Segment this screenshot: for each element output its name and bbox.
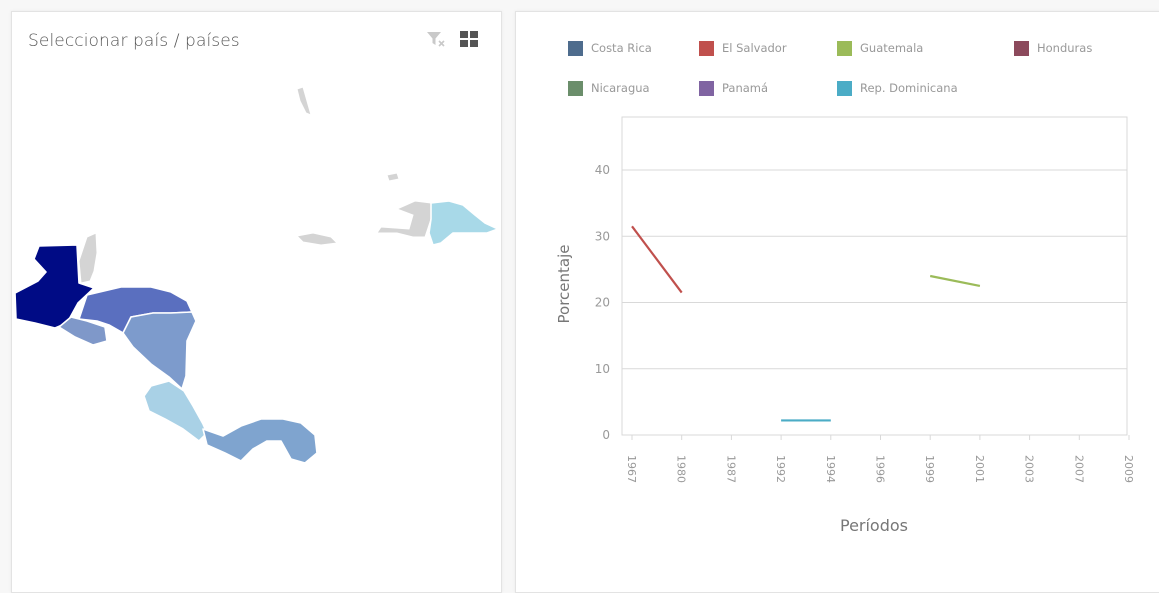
legend-item[interactable]: Panamá xyxy=(699,80,768,96)
series-line[interactable] xyxy=(929,274,981,288)
legend-label: Guatemala xyxy=(860,41,924,55)
x-tick-label: 2009 xyxy=(1122,455,1135,483)
chart-series xyxy=(631,225,981,422)
plot-area-border xyxy=(621,116,1128,436)
map-island-jamaica[interactable] xyxy=(295,232,339,246)
map-country-costa-rica[interactable] xyxy=(143,380,208,442)
legend-label: Costa Rica xyxy=(591,41,652,55)
legend-label: Rep. Dominicana xyxy=(860,81,958,95)
map-island-cuba[interactable] xyxy=(296,86,312,116)
x-tick-label: 1999 xyxy=(923,455,936,483)
y-tick-label: 40 xyxy=(595,163,610,177)
map-island-isla-juventud[interactable] xyxy=(386,172,400,182)
x-tick-label: 1996 xyxy=(874,455,887,483)
y-tick-label: 30 xyxy=(595,229,610,243)
x-tick-label: 2001 xyxy=(973,455,986,483)
y-axis-label: Porcentaje xyxy=(555,245,573,324)
y-tick-label: 0 xyxy=(602,428,610,442)
chart-axes: 0 10 20 30 40 1967 1980 1987 1992 1994 1996 1999 200… xyxy=(595,163,1135,483)
y-tick-label: 10 xyxy=(595,362,610,376)
map-country-haiti[interactable] xyxy=(376,200,432,238)
legend-item[interactable]: Honduras xyxy=(1014,40,1092,56)
legend-swatch xyxy=(699,40,714,56)
legend-item[interactable]: Costa Rica xyxy=(568,40,652,56)
y-tick-label: 20 xyxy=(595,296,610,310)
legend-swatch xyxy=(837,80,852,96)
map-country-el-salvador[interactable] xyxy=(58,316,108,346)
map-panel: Seleccionar país / países xyxy=(11,11,502,593)
map-country-guatemala[interactable] xyxy=(14,244,95,329)
x-tick-label: 1992 xyxy=(774,455,787,483)
x-tick-label: 2003 xyxy=(1023,455,1036,483)
legend-item[interactable]: Rep. Dominicana xyxy=(837,80,958,96)
grid-layout-icon[interactable] xyxy=(458,28,480,50)
legend-swatch xyxy=(1014,40,1029,56)
map-panel-title: Seleccionar país / países xyxy=(28,31,240,51)
x-axis-label: Períodos xyxy=(840,516,908,535)
legend-item[interactable]: Nicaragua xyxy=(568,80,650,96)
legend-label: Panamá xyxy=(722,81,769,95)
map-country-belize[interactable] xyxy=(78,232,98,284)
filter-clear-icon[interactable] xyxy=(425,28,447,50)
legend-swatch xyxy=(837,40,852,56)
legend-item[interactable]: El Salvador xyxy=(699,40,787,56)
legend-swatch xyxy=(568,80,583,96)
chart-grid xyxy=(621,116,1128,436)
x-tick-label: 1987 xyxy=(724,455,737,483)
x-tick-label: 1994 xyxy=(824,455,837,483)
legend-label: El Salvador xyxy=(722,41,787,55)
x-tick-label: 2007 xyxy=(1072,455,1085,483)
map-country-nicaragua[interactable] xyxy=(122,311,197,390)
central-america-map xyxy=(14,86,499,464)
x-tick-label: 1967 xyxy=(625,455,638,483)
legend-label: Nicaragua xyxy=(591,81,650,95)
series-line[interactable] xyxy=(631,225,683,294)
legend-label: Honduras xyxy=(1037,41,1093,55)
legend-swatch xyxy=(568,40,583,56)
map-country-dominican-republic[interactable] xyxy=(428,200,499,246)
chart-panel: Costa Rica El Salvador Guatemala Honduras Ni… xyxy=(515,11,1159,593)
map-country-panama[interactable] xyxy=(202,418,318,464)
x-tick-label: 1980 xyxy=(675,455,688,483)
legend-item[interactable]: Guatemala xyxy=(837,40,923,56)
line-chart: 0 10 20 30 40 1967 1980 1987 1992 1994 1996 1999 200… xyxy=(555,116,1135,535)
legend-swatch xyxy=(699,80,714,96)
